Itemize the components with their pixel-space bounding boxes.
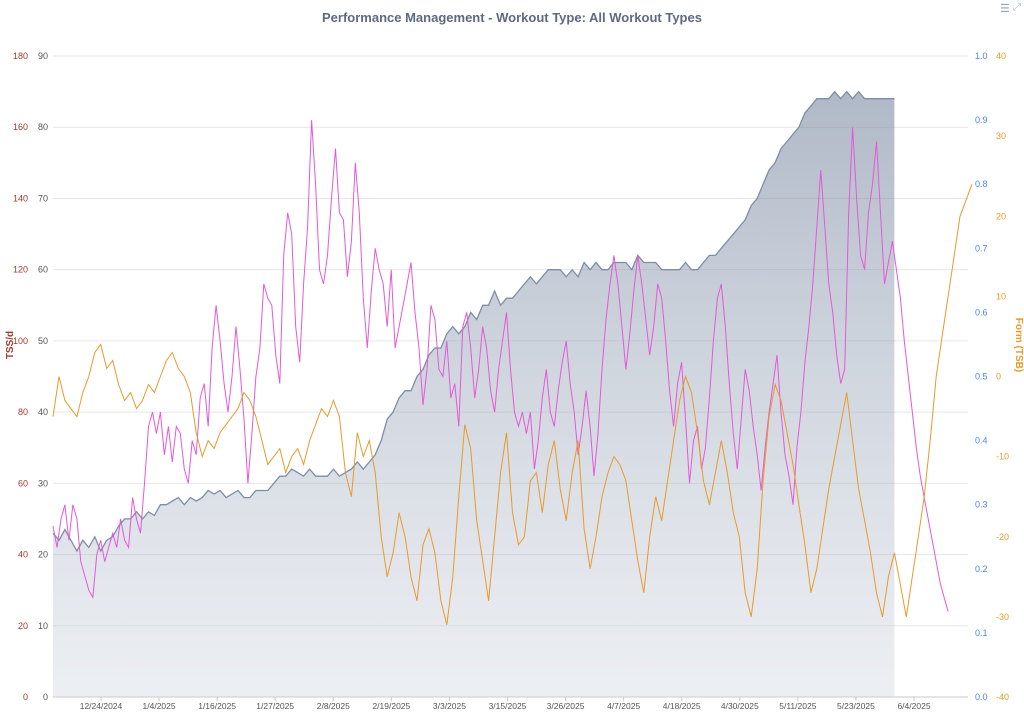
x-tick-label: 5/11/2025 (779, 701, 816, 711)
if-tick-label: 0.6 (975, 307, 988, 317)
line-layer (52, 120, 973, 626)
if-tick-label: 0.7 (975, 243, 988, 253)
fitness-tick-label: 40 (38, 407, 48, 417)
axis-layer: 0204060801001201401601800102030405060708… (5, 51, 1024, 711)
fitness-tick-label: 70 (38, 193, 48, 203)
if-tick-label: 0.4 (975, 436, 988, 446)
if-tick-label: 0.3 (975, 500, 988, 510)
x-tick-label: 3/3/2025 (433, 701, 466, 711)
menu-icon[interactable]: ☰ (1000, 3, 1010, 15)
tsb-line (52, 184, 973, 626)
x-tick-label: 3/15/2025 (489, 701, 527, 711)
fitness-tick-label: 10 (38, 621, 48, 631)
expand-icon[interactable]: ⤢ (1013, 2, 1021, 13)
ctl-area (53, 91, 895, 698)
x-tick-label: 4/30/2025 (721, 701, 759, 711)
form-tick-label: -40 (996, 692, 1009, 702)
tss-tick-label: 40 (18, 550, 28, 560)
x-tick-label: 3/26/2025 (547, 701, 585, 711)
form-tick-label: 30 (996, 131, 1006, 141)
tss-axis-title: TSS/d (5, 331, 16, 359)
form-tick-label: -30 (996, 612, 1009, 622)
atl-line (52, 120, 949, 612)
fitness-tick-label: 90 (38, 51, 48, 61)
ctl-area-layer (52, 90, 895, 698)
tss-tick-label: 80 (18, 407, 28, 417)
fitness-tick-label: 50 (38, 336, 48, 346)
form-tick-label: 10 (996, 291, 1006, 301)
fitness-tick-label: 0 (43, 692, 48, 702)
if-tick-label: 0.8 (975, 179, 988, 189)
tss-tick-label: 100 (13, 336, 28, 346)
x-tick-label: 1/16/2025 (198, 701, 236, 711)
form-tick-label: 40 (996, 51, 1006, 61)
x-tick-label: 1/27/2025 (256, 701, 294, 711)
fitness-tick-label: 80 (38, 122, 48, 132)
if-tick-label: 1.0 (975, 51, 988, 61)
chart-title: Performance Management - Workout Type: A… (322, 10, 702, 25)
tss-tick-label: 140 (13, 193, 28, 203)
fitness-tick-label: 20 (38, 550, 48, 560)
x-tick-label: 12/24/2024 (80, 701, 123, 711)
x-tick-label: 5/23/2025 (837, 701, 875, 711)
x-tick-label: 2/8/2025 (317, 701, 350, 711)
tss-tick-label: 20 (18, 621, 28, 631)
tss-tick-label: 0 (23, 692, 28, 702)
if-tick-label: 0.0 (975, 692, 988, 702)
tss-tick-label: 160 (13, 122, 28, 132)
if-tick-label: 0.5 (975, 372, 988, 382)
ctl-line (52, 90, 895, 553)
form-tick-label: -20 (996, 532, 1009, 542)
form-tick-label: 0 (996, 372, 1001, 382)
if-tick-label: 0.2 (975, 564, 988, 574)
fitness-tick-label: 30 (38, 478, 48, 488)
form-tick-label: 20 (996, 211, 1006, 221)
x-tick-label: 2/19/2025 (372, 701, 410, 711)
form-axis-title: Form (TSB) (1013, 318, 1024, 372)
tss-tick-label: 180 (13, 51, 28, 61)
form-tick-label: -10 (996, 452, 1009, 462)
tss-tick-label: 60 (18, 478, 28, 488)
fitness-tick-label: 60 (38, 265, 48, 275)
x-tick-label: 1/4/2025 (143, 701, 176, 711)
x-tick-label: 4/18/2025 (663, 701, 701, 711)
if-tick-label: 0.9 (975, 115, 988, 125)
x-tick-label: 4/7/2025 (607, 701, 640, 711)
if-tick-label: 0.1 (975, 628, 988, 638)
tss-tick-label: 120 (13, 265, 28, 275)
x-tick-label: 6/4/2025 (897, 701, 930, 711)
